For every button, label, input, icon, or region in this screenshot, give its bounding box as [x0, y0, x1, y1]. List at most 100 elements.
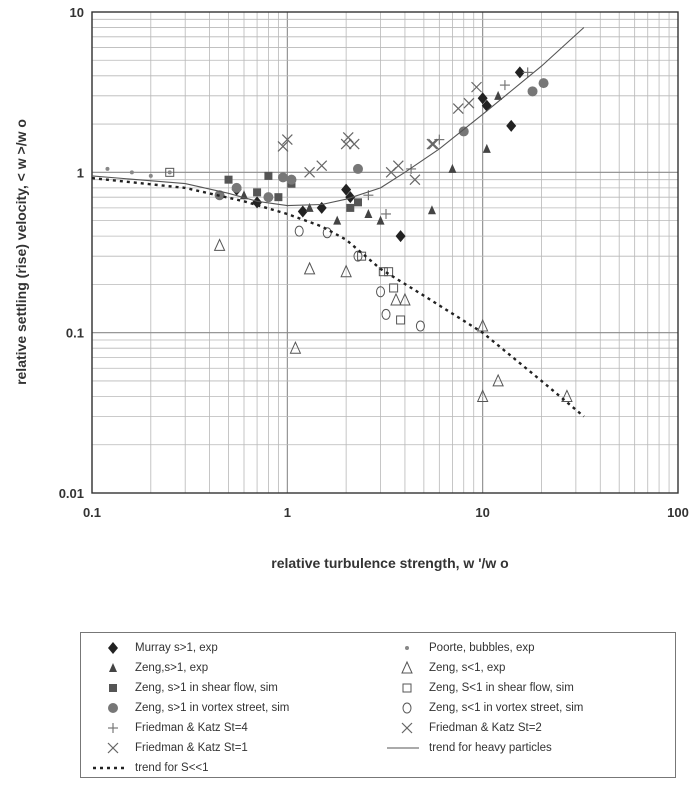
series-zeng-s-1-exp [239, 90, 503, 225]
series-trend-for-heavy-particles [91, 27, 585, 207]
legend-swatch [109, 684, 117, 692]
series-friedman-katz-st-1 [277, 97, 475, 172]
data-point [395, 230, 406, 243]
data-point [263, 192, 274, 203]
data-point [165, 167, 175, 177]
data-point [297, 205, 308, 218]
x-tick-label: 100 [667, 505, 689, 520]
data-point [281, 134, 293, 146]
legend-label: Friedman & Katz St=1 [135, 742, 248, 754]
legend-label: Friedman & Katz St=4 [135, 722, 248, 734]
legend-label: Zeng, S<1 in shear flow, sim [429, 682, 574, 694]
x-axis-label: relative turbulence strength, w '/w o [271, 555, 509, 571]
data-point [277, 172, 288, 183]
legend-entry-poorte-bubbles-exp: Poorte, bubbles, exp [385, 639, 535, 657]
legend-entry-zeng-s-1-exp: Zeng, s<1, exp [385, 659, 505, 677]
x-tick-label: 1 [284, 505, 291, 520]
legend-marker [401, 660, 413, 674]
legend-label: Zeng, s<1, exp [429, 662, 506, 674]
data-point [406, 163, 417, 174]
x-tick-label: 0.1 [83, 505, 101, 520]
series-poorte-bubbles-exp [105, 166, 172, 178]
settling-velocity-chart: 0.1 1 10 100 0.01 0.1 1 10 relative turbulence … [13, 5, 689, 571]
legend-label: Zeng, s<1 in vortex street, sim [429, 702, 584, 714]
y-axis-label: relative settling (rise) velocity, < w >… [13, 119, 29, 385]
data-point [399, 292, 411, 306]
tick-labels: 0.1 1 10 100 0.01 0.1 1 10 [59, 5, 689, 520]
legend-label: Zeng, s>1 in shear flow, sim [135, 682, 278, 694]
data-point [264, 171, 273, 180]
legend-swatch [402, 702, 412, 714]
data-point [452, 103, 464, 114]
legend-entry-zeng-s-1-in-vortex-street-sim: Zeng, s>1 in vortex street, sim [91, 699, 289, 717]
y-tick-label: 0.01 [59, 486, 84, 501]
legend-entry-zeng-s-1-in-shear-flow-sim: Zeng, s>1 in shear flow, sim [91, 679, 278, 697]
legend-marker [402, 683, 412, 693]
data-point [353, 198, 362, 207]
data-point [477, 92, 488, 105]
data-point [384, 267, 394, 277]
legend-entry-friedman-katz-st-2: Friedman & Katz St=2 [385, 719, 542, 737]
legend-marker [108, 703, 118, 713]
data-point [364, 208, 373, 218]
data-point [381, 208, 392, 219]
data-point [231, 182, 242, 193]
data-point [428, 138, 439, 150]
legend-label: Murray s>1, exp [135, 642, 218, 654]
data-point [427, 205, 436, 215]
legend-entry-trend-for-heavy-particles: trend for heavy particles [385, 739, 552, 757]
legend-label: Friedman & Katz St=2 [429, 722, 542, 734]
data-point [305, 202, 314, 212]
legend-entry-friedman-katz-st-4: Friedman & Katz St=4 [91, 719, 248, 737]
data-point [376, 286, 386, 298]
data-point [353, 250, 363, 262]
legend: Murray s>1, exp Poorte, bubbles, exp Zeng,… [80, 632, 676, 778]
legend-entry-trend-for-s-1: trend for S<<1 [91, 759, 209, 777]
data-point [274, 193, 283, 202]
data-point [213, 238, 226, 251]
data-point [340, 264, 352, 278]
data-point [304, 166, 316, 178]
data-point [129, 170, 134, 175]
y-tick-label: 0.1 [66, 326, 84, 341]
data-point [415, 320, 425, 332]
data-point [277, 141, 289, 152]
legend-entry-zeng-s-1-in-shear-flow-sim: Zeng, S<1 in shear flow, sim [385, 679, 574, 697]
data-point [463, 97, 475, 109]
data-point [476, 318, 489, 332]
legend-label: Poorte, bubbles, exp [429, 642, 535, 654]
data-point [376, 215, 385, 225]
legend-swatch [108, 723, 118, 733]
data-point [167, 170, 172, 175]
legend-label: trend for heavy particles [429, 742, 552, 754]
data-point [316, 160, 328, 172]
data-point [346, 203, 355, 212]
data-point [341, 183, 352, 196]
data-point [342, 132, 354, 143]
data-point [561, 389, 573, 402]
legend-marker [402, 702, 412, 714]
data-point [224, 175, 233, 184]
data-point [514, 66, 525, 79]
data-point [506, 119, 517, 132]
legend-marker [109, 684, 117, 692]
legend-label: Zeng, s>1 in vortex street, sim [135, 702, 290, 714]
data-point [340, 138, 352, 150]
series-layer [91, 27, 585, 418]
data-point [492, 373, 504, 387]
legend-swatch [109, 663, 117, 672]
data-point [389, 283, 399, 293]
legend-swatch [387, 747, 419, 749]
legend-entry-friedman-katz-st-1: Friedman & Katz St=1 [91, 739, 248, 757]
legend-swatch [402, 683, 412, 693]
grid-lines [91, 12, 678, 494]
data-point [527, 86, 538, 97]
data-point [471, 81, 482, 93]
legend-marker [107, 742, 119, 754]
legend-marker [405, 646, 409, 650]
data-point [494, 90, 503, 100]
data-point [381, 308, 391, 320]
data-point [289, 340, 302, 354]
legend-marker [401, 722, 413, 734]
legend-entry-zeng-s-1-in-vortex-street-sim: Zeng, s<1 in vortex street, sim [385, 699, 583, 717]
